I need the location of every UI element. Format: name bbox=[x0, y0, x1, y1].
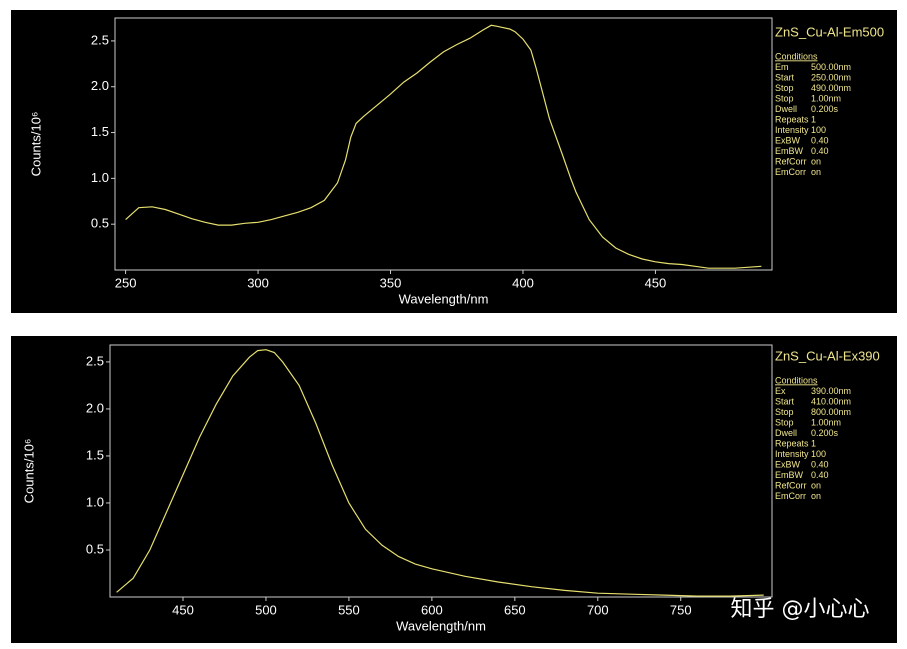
condition-label: Start bbox=[775, 396, 795, 406]
y-tick-label: 1.5 bbox=[86, 447, 104, 462]
watermark: 知乎 @小心心 bbox=[731, 597, 870, 622]
condition-label: Dwell bbox=[775, 104, 797, 114]
condition-value: 250.00nm bbox=[811, 72, 851, 82]
x-tick-label: 650 bbox=[504, 602, 526, 617]
condition-value: 500.00nm bbox=[811, 62, 851, 72]
condition-value: on bbox=[811, 480, 821, 490]
conditions-title: Conditions bbox=[775, 51, 818, 61]
x-axis-label: Wavelength/nm bbox=[399, 291, 489, 306]
condition-value: 100 bbox=[811, 449, 826, 459]
spectrum-line bbox=[125, 24, 762, 269]
condition-label: EmCorr bbox=[775, 167, 806, 177]
condition-label: Dwell bbox=[775, 428, 797, 438]
condition-value: on bbox=[811, 491, 821, 501]
condition-value: 1.00nm bbox=[811, 93, 841, 103]
condition-label: ExBW bbox=[775, 459, 801, 469]
y-tick-label: 2.5 bbox=[86, 353, 104, 368]
condition-label: EmBW bbox=[775, 146, 804, 156]
condition-label: ExBW bbox=[775, 135, 801, 145]
x-axis-label: Wavelength/nm bbox=[396, 618, 486, 633]
condition-value: 490.00nm bbox=[811, 83, 851, 93]
x-tick-label: 450 bbox=[172, 602, 194, 617]
plot-frame bbox=[114, 17, 773, 271]
condition-value: 100 bbox=[811, 125, 826, 135]
condition-label: EmCorr bbox=[775, 491, 806, 501]
condition-label: Stop bbox=[775, 83, 794, 93]
condition-value: 0.40 bbox=[811, 146, 829, 156]
x-tick-label: 400 bbox=[512, 275, 534, 290]
x-tick-label: 450 bbox=[645, 275, 667, 290]
condition-value: 0.40 bbox=[811, 135, 829, 145]
condition-value: 390.00nm bbox=[811, 386, 851, 396]
y-tick-label: 1.0 bbox=[91, 170, 109, 185]
condition-label: Stop bbox=[775, 407, 794, 417]
condition-value: 0.40 bbox=[811, 459, 829, 469]
plot-frame bbox=[109, 344, 773, 598]
condition-label: Intensity bbox=[775, 125, 809, 135]
condition-value: 1 bbox=[811, 114, 816, 124]
x-tick-label: 250 bbox=[115, 275, 137, 290]
y-tick-label: 1.0 bbox=[86, 494, 104, 509]
condition-value: 0.40 bbox=[811, 470, 829, 480]
condition-label: Stop bbox=[775, 417, 794, 427]
condition-label: RefCorr bbox=[775, 480, 807, 490]
condition-value: 1 bbox=[811, 438, 816, 448]
x-tick-label: 600 bbox=[421, 602, 443, 617]
condition-label: Ex bbox=[775, 386, 786, 396]
condition-value: 1.00nm bbox=[811, 417, 841, 427]
y-tick-label: 0.5 bbox=[91, 216, 109, 231]
condition-label: Start bbox=[775, 72, 795, 82]
condition-value: 0.200s bbox=[811, 104, 839, 114]
condition-value: on bbox=[811, 156, 821, 166]
y-axis-label: Counts/10⁶ bbox=[28, 112, 43, 177]
condition-label: Repeats bbox=[775, 114, 809, 124]
y-axis-label: Counts/10⁶ bbox=[21, 439, 36, 504]
y-tick-label: 0.5 bbox=[86, 541, 104, 556]
y-tick-label: 1.5 bbox=[91, 124, 109, 139]
condition-value: 410.00nm bbox=[811, 396, 851, 406]
panel bbox=[11, 336, 897, 643]
y-tick-label: 2.5 bbox=[91, 32, 109, 47]
x-tick-label: 550 bbox=[338, 602, 360, 617]
y-tick-label: 2.0 bbox=[91, 78, 109, 93]
condition-label: Repeats bbox=[775, 438, 809, 448]
x-tick-label: 300 bbox=[247, 275, 269, 290]
condition-label: Stop bbox=[775, 93, 794, 103]
chart-title: ZnS_Cu-Al-Ex390 bbox=[775, 348, 880, 363]
x-tick-label: 500 bbox=[255, 602, 277, 617]
x-tick-label: 700 bbox=[587, 602, 609, 617]
panel bbox=[11, 10, 897, 313]
condition-value: on bbox=[811, 167, 821, 177]
condition-label: RefCorr bbox=[775, 156, 807, 166]
x-tick-label: 750 bbox=[670, 602, 692, 617]
condition-label: Intensity bbox=[775, 449, 809, 459]
spectrum-line bbox=[116, 349, 764, 597]
conditions-title: Conditions bbox=[775, 375, 818, 385]
condition-value: 0.200s bbox=[811, 428, 839, 438]
condition-label: EmBW bbox=[775, 470, 804, 480]
x-tick-label: 350 bbox=[380, 275, 402, 290]
condition-value: 800.00nm bbox=[811, 407, 851, 417]
chart-title: ZnS_Cu-Al-Em500 bbox=[775, 24, 884, 39]
condition-label: Em bbox=[775, 62, 789, 72]
y-tick-label: 2.0 bbox=[86, 400, 104, 415]
